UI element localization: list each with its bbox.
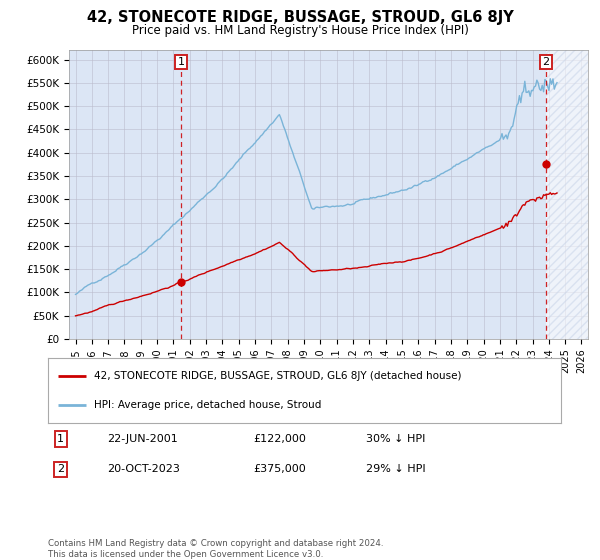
Text: 29% ↓ HPI: 29% ↓ HPI bbox=[366, 464, 425, 474]
Text: 20-OCT-2023: 20-OCT-2023 bbox=[107, 464, 180, 474]
Text: 2: 2 bbox=[57, 464, 64, 474]
Text: Price paid vs. HM Land Registry's House Price Index (HPI): Price paid vs. HM Land Registry's House … bbox=[131, 24, 469, 36]
Text: 42, STONECOTE RIDGE, BUSSAGE, STROUD, GL6 8JY (detached house): 42, STONECOTE RIDGE, BUSSAGE, STROUD, GL… bbox=[94, 371, 461, 381]
Text: HPI: Average price, detached house, Stroud: HPI: Average price, detached house, Stro… bbox=[94, 400, 322, 410]
Text: 22-JUN-2001: 22-JUN-2001 bbox=[107, 434, 178, 444]
Text: 1: 1 bbox=[178, 57, 185, 67]
Bar bbox=[545, 13, 590, 339]
Text: £375,000: £375,000 bbox=[253, 464, 306, 474]
Text: 30% ↓ HPI: 30% ↓ HPI bbox=[366, 434, 425, 444]
Text: 2: 2 bbox=[542, 57, 549, 67]
Text: Contains HM Land Registry data © Crown copyright and database right 2024.
This d: Contains HM Land Registry data © Crown c… bbox=[48, 539, 383, 559]
Text: 42, STONECOTE RIDGE, BUSSAGE, STROUD, GL6 8JY: 42, STONECOTE RIDGE, BUSSAGE, STROUD, GL… bbox=[86, 10, 514, 25]
Text: 1: 1 bbox=[58, 434, 64, 444]
Text: £122,000: £122,000 bbox=[253, 434, 306, 444]
